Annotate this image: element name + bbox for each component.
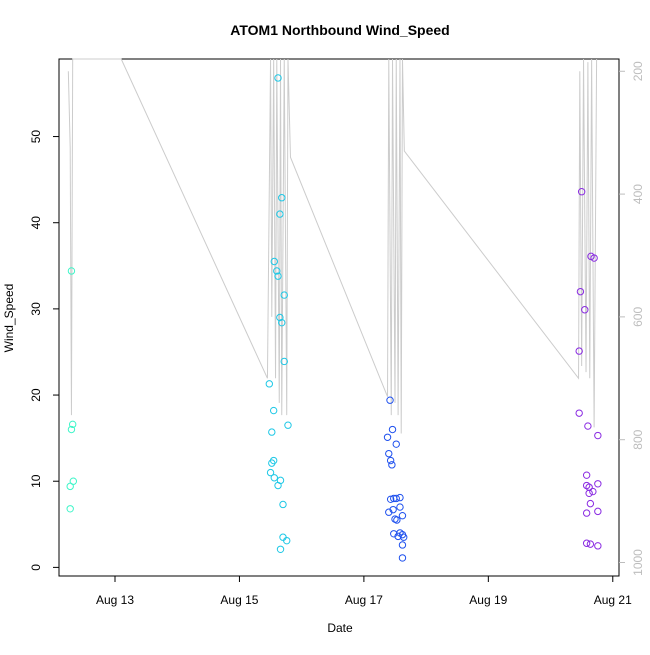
data-point — [283, 536, 291, 545]
data-point — [269, 406, 278, 415]
data-point — [67, 425, 76, 434]
x-tick-label: Aug 15 — [220, 593, 258, 607]
data-point — [582, 471, 591, 479]
data-point — [584, 422, 592, 430]
data-point — [276, 210, 284, 218]
data-point — [385, 449, 393, 458]
data-point — [270, 474, 278, 482]
data-point — [280, 357, 288, 366]
y-tick-label: 50 — [29, 130, 43, 144]
data-point — [67, 267, 76, 275]
data-point — [594, 480, 602, 488]
data-point — [575, 409, 583, 417]
data-point — [393, 516, 401, 524]
data-point — [576, 287, 585, 296]
data-point — [274, 74, 282, 82]
data-point — [577, 187, 586, 196]
data-point — [284, 421, 292, 429]
x-tick-label: Aug 13 — [96, 593, 134, 607]
data-point — [276, 313, 284, 322]
data-point — [581, 306, 589, 314]
plot-area: Aug 13 Aug 15 Aug 17 Aug 19 Aug 21 0 10 20 30 40 5… — [29, 58, 645, 607]
y-right-tick-label: 800 — [631, 429, 645, 449]
data-point — [575, 347, 583, 355]
data-point — [394, 532, 402, 541]
data-point — [590, 254, 598, 262]
data-point — [66, 505, 74, 513]
data-point — [582, 539, 591, 547]
data-point — [274, 481, 282, 490]
x-tick-label: Aug 21 — [594, 593, 632, 607]
data-point — [398, 541, 407, 549]
data-point — [279, 500, 287, 509]
x-axis-label: Date — [327, 621, 353, 635]
data-point — [582, 509, 591, 517]
data-point — [594, 542, 602, 550]
y-tick-label: 10 — [29, 474, 43, 488]
data-point — [278, 318, 286, 327]
data-point — [274, 272, 282, 280]
data-point — [268, 428, 276, 436]
data-point — [68, 420, 77, 429]
data-point — [273, 267, 281, 275]
data-point — [388, 461, 396, 469]
data-point — [388, 425, 397, 434]
data-point — [594, 431, 602, 440]
data-point — [398, 511, 407, 520]
x-tick-label: Aug 17 — [345, 593, 383, 607]
data-point — [392, 494, 400, 503]
data-point — [594, 507, 602, 516]
data-point — [585, 489, 593, 497]
data-point — [400, 533, 408, 541]
data-point — [270, 257, 278, 266]
y-right-tick-label: 600 — [631, 307, 645, 327]
data-point — [589, 487, 597, 496]
plot-frame — [58, 58, 620, 577]
data-point — [383, 433, 392, 441]
y-right-tick-label: 1000 — [631, 549, 645, 576]
data-point — [386, 396, 394, 404]
y-right-tick-label: 400 — [631, 184, 645, 204]
data-point — [266, 468, 275, 477]
data-point — [586, 540, 595, 548]
y-right-tick-label: 200 — [631, 61, 645, 81]
y-tick-label: 40 — [29, 216, 43, 230]
data-point — [386, 456, 395, 465]
data-point — [69, 477, 78, 485]
data-point — [276, 545, 285, 553]
data-point — [586, 499, 595, 508]
data-point — [396, 503, 404, 511]
data-point — [278, 194, 286, 202]
data-point — [398, 554, 407, 562]
y-tick-label: 20 — [29, 388, 43, 402]
secondary-line — [67, 58, 598, 434]
y-axis-label: Wind_Speed — [2, 284, 16, 353]
chart-title: ATOM1 Northbound Wind_Speed — [230, 22, 449, 38]
y-tick-label: 30 — [29, 302, 43, 316]
data-point — [385, 508, 393, 516]
y-tick-label: 0 — [29, 564, 43, 571]
x-tick-label: Aug 19 — [469, 593, 507, 607]
data-point — [396, 493, 404, 502]
data-point — [269, 456, 278, 465]
data-point — [386, 495, 395, 504]
data-point — [392, 440, 400, 448]
data-point — [280, 291, 288, 299]
data-point — [265, 380, 274, 388]
